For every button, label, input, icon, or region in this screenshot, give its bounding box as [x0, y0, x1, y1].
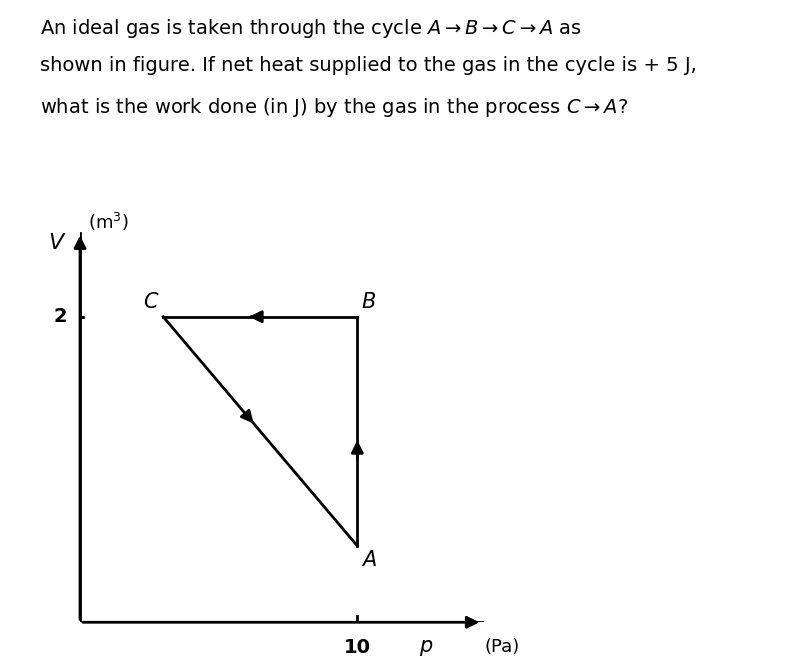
Text: 2: 2: [54, 307, 67, 326]
Text: $B$: $B$: [362, 292, 377, 312]
Text: what is the work done (in J) by the gas in the process $C \rightarrow A$?: what is the work done (in J) by the gas …: [40, 96, 628, 119]
Text: $A$: $A$: [362, 551, 378, 571]
Text: shown in figure. If net heat supplied to the gas in the cycle is + 5 J,: shown in figure. If net heat supplied to…: [40, 56, 697, 75]
Text: $C$: $C$: [142, 292, 159, 312]
Text: $p$: $p$: [419, 638, 434, 657]
Text: 10: 10: [344, 638, 371, 657]
Text: An ideal gas is taken through the cycle $A \rightarrow B \rightarrow C \rightarr: An ideal gas is taken through the cycle …: [40, 17, 582, 40]
Text: $V$: $V$: [48, 234, 66, 254]
Text: (Pa): (Pa): [485, 638, 520, 655]
Text: $(\mathrm{m}^3)$: $(\mathrm{m}^3)$: [88, 211, 129, 233]
